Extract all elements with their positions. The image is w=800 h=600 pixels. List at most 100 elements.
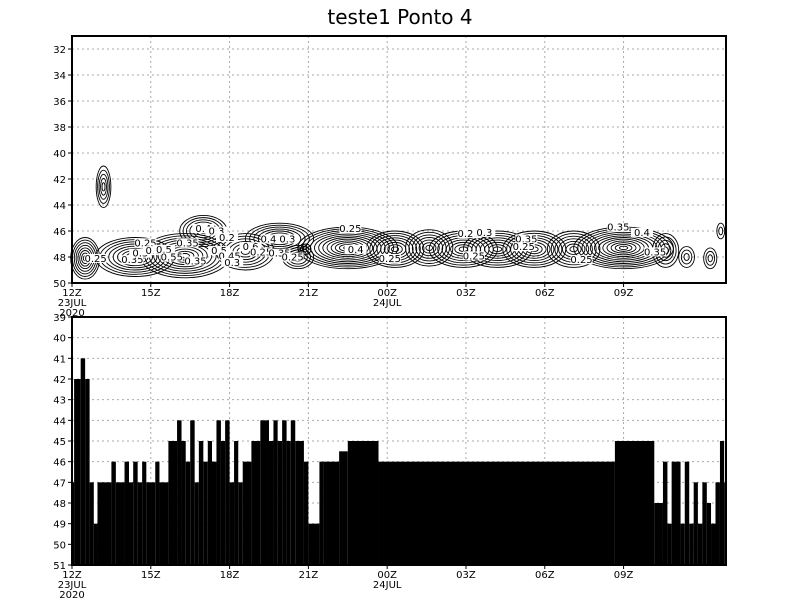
contour-label-bg (339, 224, 362, 233)
contour-line (369, 232, 421, 266)
contour-line (606, 240, 641, 256)
p2-ytick-label: 47 (53, 478, 66, 489)
bar (93, 523, 98, 565)
bar (719, 441, 725, 565)
contour-label: 0.4 (634, 228, 650, 239)
contour-label: 0.3 (476, 228, 492, 239)
p2-ytick-label: 49 (53, 520, 66, 531)
p2-ytick-label: 46 (53, 458, 66, 469)
p2-date-label: 23JUL (58, 580, 87, 591)
p1-xtick-label: 06Z (535, 288, 555, 299)
contour-line (618, 245, 629, 251)
bar (80, 358, 86, 565)
bar (142, 461, 147, 565)
p1-frame (71, 35, 727, 284)
contour-label: 0.4 (195, 224, 211, 235)
contour-label: 0.25 (339, 224, 361, 235)
contour-line (117, 247, 153, 267)
p2-xtick-label: 03Z (456, 570, 476, 581)
contour-label-bg (268, 248, 291, 258)
contour-label-bg (215, 233, 238, 243)
panel2-bars (72, 358, 726, 565)
contour-label-bg (607, 222, 630, 232)
bar (115, 482, 125, 565)
bar (242, 461, 252, 565)
contour-line (326, 238, 370, 258)
contour-label-bg (473, 227, 496, 237)
contour-line (415, 237, 444, 259)
bar (273, 420, 278, 565)
bar (614, 441, 655, 565)
contour-line (405, 229, 454, 267)
contour-label: 0.25 (379, 254, 401, 265)
bar (97, 482, 112, 565)
bar (74, 379, 81, 565)
p2-xtick-label: 12Z (62, 570, 82, 581)
p1-xtick-label: 12Z (62, 288, 82, 299)
bar (124, 461, 129, 565)
contour-label: 0.25 (457, 229, 479, 240)
bar (137, 482, 143, 565)
bar (308, 523, 320, 565)
contour-label: 0.25 (281, 253, 303, 264)
bar (689, 523, 694, 565)
bar (198, 441, 204, 565)
p1-year-label: 2020 (59, 308, 84, 319)
p1-xtick-label: 00Z (377, 288, 397, 299)
contour-line (257, 228, 302, 250)
contour-label-bg (205, 226, 228, 236)
contour-line (300, 243, 312, 255)
contour-label: 0.3 (209, 227, 225, 238)
bar (268, 441, 274, 565)
contour-label: 0.45 (218, 251, 240, 262)
p1-ytick-label: 44 (53, 201, 66, 212)
p2-ytick-label: 45 (53, 437, 66, 448)
contour-label-bg (276, 234, 299, 244)
bar (238, 482, 243, 565)
contour-label-bg (129, 248, 152, 258)
contour-line (98, 173, 109, 200)
bar (177, 420, 182, 565)
contour-label-bg (512, 242, 535, 252)
bar (168, 441, 178, 565)
contour-label: 0.2 (219, 233, 235, 244)
contour-label: 0.35 (176, 238, 198, 249)
p1-ytick-label: 38 (53, 123, 66, 134)
contour-label-bg (84, 253, 107, 263)
bar (323, 461, 340, 565)
p2-xtick-label: 06Z (535, 570, 555, 581)
bar (295, 441, 304, 565)
contour-label: 0.25 (134, 238, 156, 249)
bar (662, 461, 668, 565)
contour-label-bg (121, 255, 144, 265)
contour-line (546, 230, 601, 268)
p1-ytick-label: 32 (53, 45, 66, 56)
contour-label-bg (570, 255, 593, 265)
p1-ytick-label: 36 (53, 97, 66, 108)
p2-ytick-label: 50 (53, 540, 66, 551)
p2-ytick-label: 42 (53, 375, 66, 386)
p2-ytick-label: 41 (53, 354, 66, 365)
bar (85, 379, 90, 565)
contour-line (101, 182, 106, 192)
panel1-contour-labels: 0.250.350.30.250.30.50.550.350.350.40.30… (84, 222, 666, 269)
bar (319, 461, 324, 565)
contour-label: 0.35 (184, 257, 206, 268)
p2-date-label: 24JUL (373, 580, 402, 591)
p1-date-label: 24JUL (373, 298, 402, 309)
contour-label: 0.35 (607, 223, 629, 234)
contour-label: 0.3 (132, 249, 148, 260)
contour-line (716, 222, 726, 240)
p2-year-label: 2020 (59, 590, 84, 600)
contour-line (680, 249, 693, 265)
contour-line (422, 242, 437, 254)
bar (693, 482, 698, 565)
contour-label-bg (515, 234, 538, 244)
contour-line (488, 244, 507, 255)
bar (185, 461, 191, 565)
contour-line (683, 253, 690, 261)
bar (89, 482, 94, 565)
bar (378, 461, 615, 565)
contour-label-bg (260, 234, 283, 244)
p1-ytick-label: 50 (53, 279, 66, 290)
